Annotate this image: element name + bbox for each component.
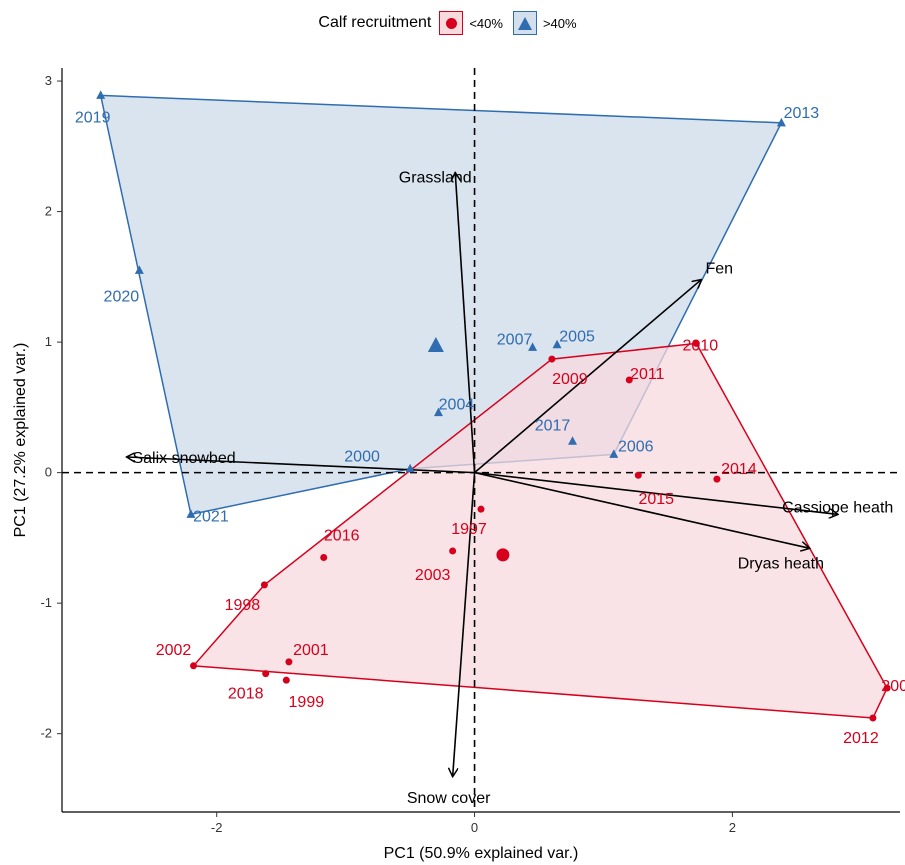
point-label: 2003 [415, 567, 451, 584]
loading-arrow [126, 457, 475, 474]
point-marker [692, 339, 700, 347]
x-tick-label: 2 [729, 820, 736, 835]
y-tick-label: 2 [45, 204, 52, 219]
legend-label-low: <40% [469, 15, 503, 31]
y-tick-label: 3 [45, 73, 52, 88]
legend: Calf recruitment <40% >40% [0, 8, 905, 38]
point-marker [552, 339, 562, 349]
legend-title: Calf recruitment [318, 14, 432, 31]
y-tick-label: -2 [40, 726, 52, 741]
point-marker [96, 90, 106, 99]
point-label: 2018 [228, 686, 264, 703]
point-label: 2002 [156, 642, 192, 659]
point-label: 2005 [559, 329, 595, 346]
point-marker [713, 475, 721, 483]
point-marker [568, 436, 578, 445]
loading-arrow [474, 471, 810, 549]
point-label: 2006 [618, 438, 654, 455]
point-marker [634, 471, 642, 479]
loading-arrow [474, 471, 839, 515]
legend-label-high: >40% [542, 15, 577, 31]
loading-arrows: Grassland Fen Salix snowbed Cassiope heath D… [126, 169, 893, 807]
point-label: 2008 [881, 678, 905, 695]
x-tick-label: 0 [471, 820, 478, 835]
point-marker [433, 407, 443, 417]
point-marker [609, 449, 619, 458]
point-marker [186, 509, 196, 518]
y-tick-label: 1 [45, 334, 52, 349]
point-marker [282, 676, 290, 684]
point-label: 2019 [75, 109, 111, 126]
point-marker [883, 684, 891, 692]
triangle-icon [517, 16, 532, 30]
point-marker [320, 553, 328, 561]
point-marker [262, 670, 270, 678]
y-axis-label: PC1 (27.2% explained var.) [12, 343, 29, 538]
loading-arrow [453, 472, 476, 777]
point-marker [625, 376, 633, 384]
point-label: 2016 [324, 527, 360, 544]
point-label: 1998 [225, 597, 261, 614]
point-marker [190, 662, 198, 670]
point-marker [260, 581, 268, 589]
point-marker [528, 342, 538, 351]
loading-label: Fen [705, 260, 733, 277]
point-marker [285, 658, 293, 666]
loading-label: Snow cover [407, 790, 491, 807]
point-label: 2000 [344, 449, 380, 466]
loading-arrow [474, 279, 702, 474]
point-label: 2009 [552, 371, 588, 388]
point-marker [548, 355, 556, 363]
point-label: 2007 [497, 331, 533, 348]
point-label: 1997 [451, 521, 487, 538]
loading-label: Salix snowbed [132, 450, 235, 467]
point-labels: 1997 1998 1999 2001 2002 2003 2008 2009 2010 2011… [75, 105, 905, 747]
point-marker [405, 463, 415, 473]
reference-lines [62, 68, 900, 812]
point-label: 2017 [535, 417, 571, 434]
loading-label: Grassland [399, 169, 472, 186]
loading-label: Dryas heath [738, 555, 824, 572]
legend-key-triangle [512, 11, 537, 35]
point-label: 2011 [630, 366, 665, 383]
y-tick-label: -1 [40, 595, 52, 610]
x-tick-label: -2 [211, 820, 223, 835]
point-label: 2020 [104, 288, 140, 305]
point-marker [776, 117, 786, 127]
point-marker [869, 714, 877, 722]
point-label: 2001 [293, 642, 329, 659]
point-label: 2013 [784, 105, 820, 122]
x-axis-label: PC1 (50.9% explained var.) [384, 845, 579, 862]
legend-key-circle [439, 11, 464, 35]
point-label: 2010 [683, 337, 719, 354]
data-points [96, 90, 891, 722]
loading-arrow [455, 172, 476, 473]
group-hulls [99, 94, 888, 719]
point-label: 2012 [843, 730, 879, 747]
point-marker [134, 265, 144, 274]
centroid-marker [427, 337, 444, 353]
y-tick-label: 0 [45, 465, 52, 480]
point-label: 2014 [721, 461, 757, 478]
point-marker [477, 505, 485, 513]
point-label: 2021 [193, 508, 229, 525]
point-marker [449, 547, 457, 555]
centroid-marker [496, 548, 510, 562]
point-label: 2004 [439, 397, 475, 414]
point-label: 2015 [638, 491, 674, 508]
point-label: 1999 [289, 694, 325, 711]
axes: -2 0 2 -2 -1 0 1 2 3 [40, 68, 900, 835]
loading-label: Cassiope heath [782, 499, 893, 516]
